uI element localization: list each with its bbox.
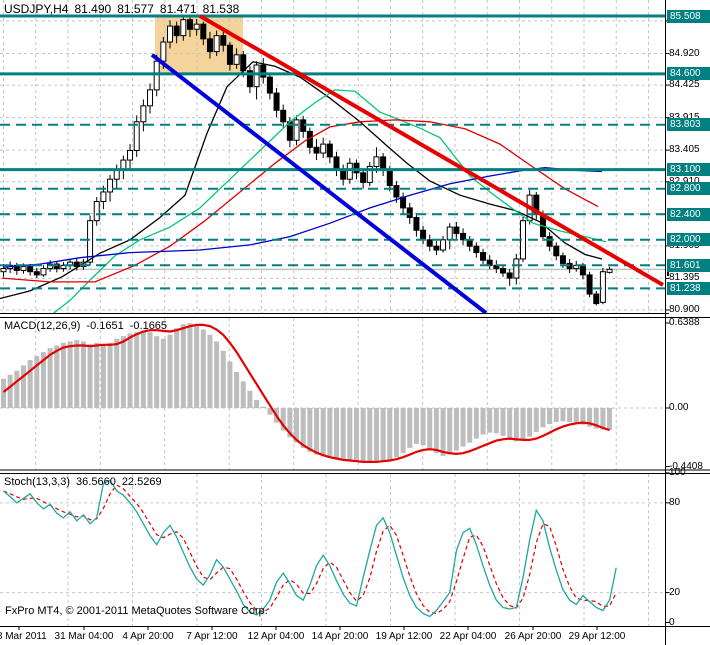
stoch-scale-label: 100: [669, 466, 686, 478]
chart-title: USDJPY,H4 81.490 81.577 81.471 81.538: [4, 2, 239, 16]
stoch-percent-d-line: [3, 484, 617, 615]
time-axis-label: 31 Mar 04:00: [54, 631, 114, 642]
open-value: 81.490: [74, 2, 112, 16]
price-level-badge-81.238: 81.238: [667, 281, 710, 295]
price-level-badge-82.000: 82.000: [667, 233, 710, 247]
price-level-badge-84.600: 84.600: [667, 67, 710, 81]
close-value: 81.538: [202, 2, 240, 16]
downtrend-support-blue: [150, 53, 488, 314]
time-axis-label: 7 Apr 12:00: [186, 631, 238, 642]
macd-main-value: -0.1651: [86, 320, 124, 332]
stoch-scale-label: 80: [669, 496, 681, 508]
macd-signal-value: -0.1665: [129, 320, 168, 332]
stoch-indicator-label: Stoch(13,3,3) 36.5660 22.5269: [4, 476, 162, 488]
time-axis-label: 4 Apr 20:00: [122, 631, 174, 642]
price-level-badge-81.601: 81.601: [667, 258, 710, 272]
ma-black: [0, 61, 603, 300]
stoch-percent-k-line: [3, 479, 617, 618]
candlesticks: [0, 16, 613, 306]
macd-scale-label: 0.6388: [669, 317, 700, 329]
macd-signal-line: [2, 323, 610, 463]
time-axis-label: 12 Apr 04:00: [247, 631, 305, 642]
stoch-name: Stoch(13,3,3): [4, 476, 71, 488]
downtrend-resistance-red: [198, 14, 665, 287]
stoch-scale-label: 0: [669, 616, 675, 628]
time-axis-label: 28 Mar 2011: [0, 631, 47, 642]
price-axis-label: 80.900: [669, 303, 710, 316]
ma-red: [1, 119, 599, 283]
price-level-badge-82.800: 82.800: [667, 182, 710, 196]
price-axis-label: 84.425: [669, 79, 710, 92]
symbol-period-label: USDJPY,H4: [4, 2, 69, 16]
time-axis-label: 22 Apr 04:00: [439, 631, 497, 642]
price-axis-label: 84.920: [669, 47, 710, 60]
low-value: 81.471: [159, 2, 197, 16]
macd-panel[interactable]: [0, 318, 665, 470]
price-level-badge-85.508: 85.508: [667, 9, 710, 23]
high-value: 81.577: [117, 2, 154, 16]
ma-green: [52, 89, 607, 314]
macd-indicator-label: MACD(12,26,9) -0.1651 -0.1665: [4, 320, 167, 332]
price-axis-label: 81.395: [669, 272, 710, 285]
stoch-panel[interactable]: [0, 474, 665, 626]
stoch-d-value: 22.5269: [121, 476, 162, 488]
macd-histogram: [1, 323, 613, 463]
price-axis-label: 83.405: [669, 144, 710, 157]
axis-ticks: [18, 20, 670, 630]
time-axis-label: 26 Apr 20:00: [504, 631, 562, 642]
main-panel[interactable]: [0, 0, 666, 318]
price-level-badge-83.100: 83.100: [667, 163, 710, 177]
macd-scale-label: 0.00: [669, 402, 689, 413]
stoch-k-value: 36.5660: [76, 476, 116, 488]
price-level-badge-82.400: 82.400: [667, 207, 710, 221]
stoch-scale-label: 20: [669, 586, 681, 598]
time-axis-label: 19 Apr 12:00: [375, 631, 433, 642]
macd-scale-label: -0.4408: [669, 460, 703, 472]
price-level-badge-83.803: 83.803: [667, 118, 710, 132]
time-axis-label: 14 Apr 20:00: [311, 631, 369, 642]
time-axis-label: 29 Apr 12:00: [568, 631, 626, 642]
macd-name: MACD(12,26,9): [4, 320, 81, 332]
copyright-notice: FxPro MT4, © 2001-2011 MetaQuotes Softwa…: [5, 605, 268, 617]
